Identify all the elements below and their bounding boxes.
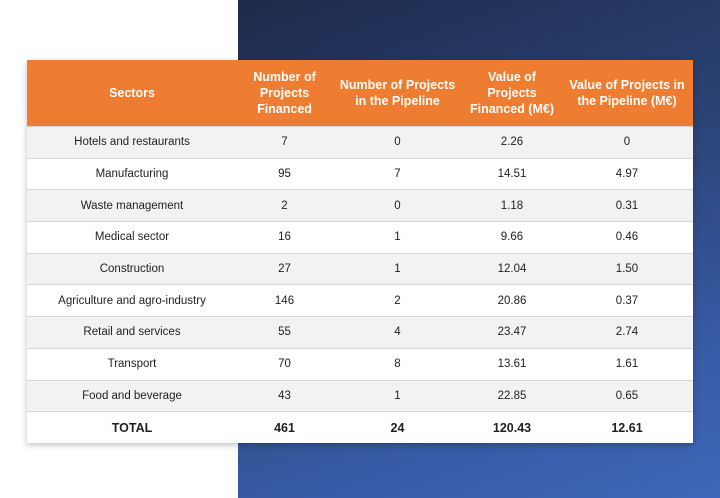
header-value-financed: Value of Projects Financed (M€) bbox=[463, 60, 561, 127]
cell-sector: Transport bbox=[27, 347, 237, 380]
cell-value-financed: 1.18 bbox=[463, 189, 561, 222]
table-row: Hotels and restaurants 7 0 2.26 0 bbox=[27, 126, 693, 159]
sectors-table-container: Sectors Number of Projects Financed Numb… bbox=[27, 60, 693, 444]
sectors-table: Sectors Number of Projects Financed Numb… bbox=[27, 60, 693, 444]
cell-projects-pipeline: 1 bbox=[332, 379, 463, 412]
cell-projects-financed: 43 bbox=[237, 379, 332, 412]
total-cell-sector: TOTAL bbox=[27, 411, 237, 444]
cell-sector: Retail and services bbox=[27, 316, 237, 349]
cell-value-pipeline: 1.61 bbox=[561, 347, 693, 380]
total-row: TOTAL 461 24 120.43 12.61 bbox=[27, 411, 693, 444]
cell-sector: Hotels and restaurants bbox=[27, 126, 237, 159]
cell-projects-pipeline: 0 bbox=[332, 189, 463, 222]
total-cell-projects-financed: 461 bbox=[237, 411, 332, 444]
table-row: Retail and services 55 4 23.47 2.74 bbox=[27, 316, 693, 349]
cell-projects-pipeline: 1 bbox=[332, 221, 463, 254]
cell-sector: Waste management bbox=[27, 189, 237, 222]
cell-projects-pipeline: 8 bbox=[332, 347, 463, 380]
cell-projects-pipeline: 2 bbox=[332, 284, 463, 317]
cell-projects-financed: 146 bbox=[237, 284, 332, 317]
cell-value-pipeline: 2.74 bbox=[561, 316, 693, 349]
cell-projects-financed: 7 bbox=[237, 126, 332, 159]
table-row: Waste management 2 0 1.18 0.31 bbox=[27, 189, 693, 222]
cell-projects-financed: 2 bbox=[237, 189, 332, 222]
cell-value-financed: 23.47 bbox=[463, 316, 561, 349]
cell-value-financed: 14.51 bbox=[463, 157, 561, 190]
cell-sector: Medical sector bbox=[27, 221, 237, 254]
cell-projects-financed: 55 bbox=[237, 316, 332, 349]
cell-sector: Agriculture and agro-industry bbox=[27, 284, 237, 317]
cell-projects-financed: 27 bbox=[237, 252, 332, 285]
cell-value-pipeline: 4.97 bbox=[561, 157, 693, 190]
table-row: Agriculture and agro-industry 146 2 20.86 0.… bbox=[27, 284, 693, 317]
cell-value-pipeline: 0 bbox=[561, 126, 693, 159]
cell-sector: Construction bbox=[27, 252, 237, 285]
cell-value-pipeline: 0.65 bbox=[561, 379, 693, 412]
cell-projects-financed: 16 bbox=[237, 221, 332, 254]
table-row: Transport 70 8 13.61 1.61 bbox=[27, 347, 693, 380]
table-header-row: Sectors Number of Projects Financed Numb… bbox=[27, 60, 693, 127]
cell-sector: Manufacturing bbox=[27, 157, 237, 190]
total-cell-value-financed: 120.43 bbox=[463, 411, 561, 444]
cell-value-pipeline: 0.46 bbox=[561, 221, 693, 254]
cell-projects-pipeline: 7 bbox=[332, 157, 463, 190]
cell-projects-pipeline: 1 bbox=[332, 252, 463, 285]
cell-value-financed: 9.66 bbox=[463, 221, 561, 254]
cell-value-financed: 12.04 bbox=[463, 252, 561, 285]
cell-value-financed: 13.61 bbox=[463, 347, 561, 380]
table-row: Food and beverage 43 1 22.85 0.65 bbox=[27, 379, 693, 412]
total-cell-value-pipeline: 12.61 bbox=[561, 411, 693, 444]
table-row: Construction 27 1 12.04 1.50 bbox=[27, 252, 693, 285]
total-cell-projects-pipeline: 24 bbox=[332, 411, 463, 444]
cell-value-pipeline: 0.37 bbox=[561, 284, 693, 317]
table-row: Medical sector 16 1 9.66 0.46 bbox=[27, 221, 693, 254]
table-row: Manufacturing 95 7 14.51 4.97 bbox=[27, 157, 693, 190]
cell-value-financed: 2.26 bbox=[463, 126, 561, 159]
cell-value-financed: 22.85 bbox=[463, 379, 561, 412]
cell-sector: Food and beverage bbox=[27, 379, 237, 412]
cell-projects-financed: 95 bbox=[237, 157, 332, 190]
cell-projects-pipeline: 4 bbox=[332, 316, 463, 349]
cell-projects-pipeline: 0 bbox=[332, 126, 463, 159]
cell-value-pipeline: 0.31 bbox=[561, 189, 693, 222]
cell-value-pipeline: 1.50 bbox=[561, 252, 693, 285]
header-sectors: Sectors bbox=[27, 60, 237, 127]
header-projects-financed: Number of Projects Financed bbox=[237, 60, 332, 127]
cell-value-financed: 20.86 bbox=[463, 284, 561, 317]
header-projects-pipeline: Number of Projects in the Pipeline bbox=[332, 60, 463, 127]
header-value-pipeline: Value of Projects in the Pipeline (M€) bbox=[561, 60, 693, 127]
cell-projects-financed: 70 bbox=[237, 347, 332, 380]
